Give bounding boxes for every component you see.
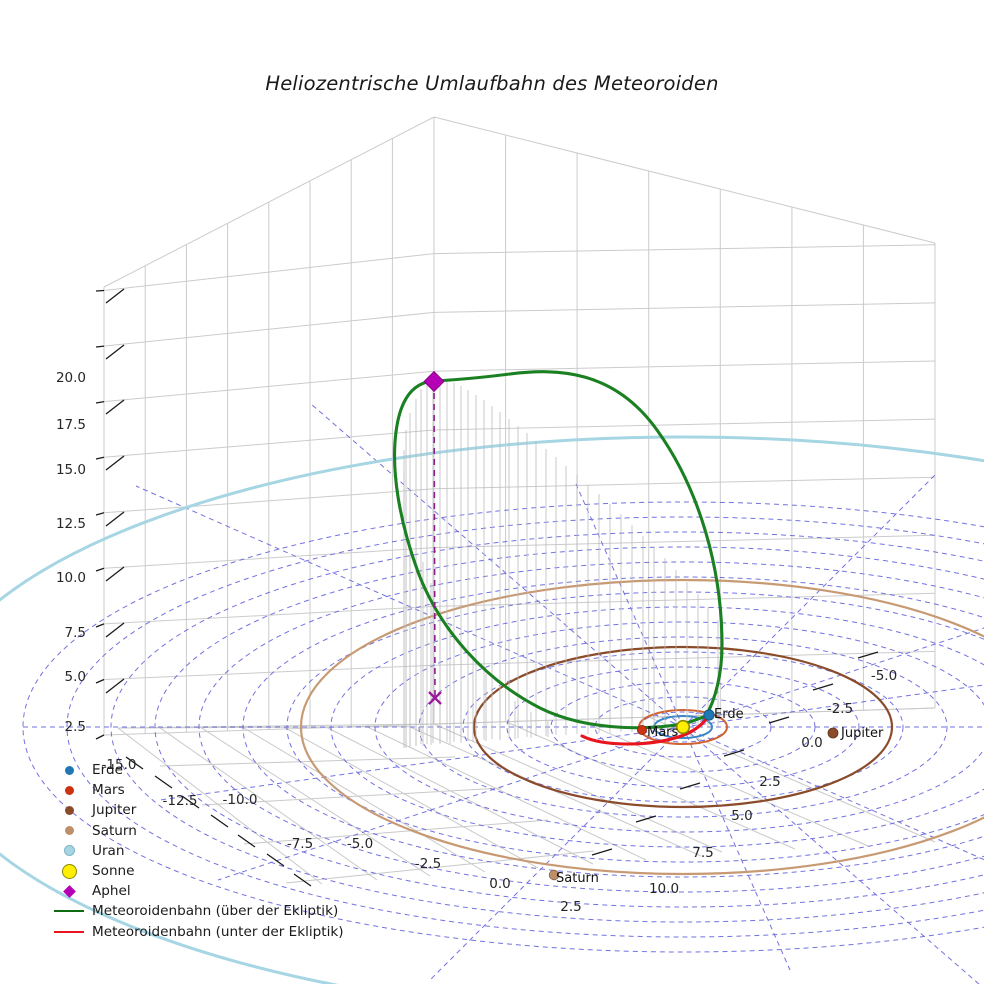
legend-item-erde[interactable]: Erde bbox=[46, 760, 376, 780]
marker-saturn bbox=[548, 869, 560, 881]
label-erde: Erde bbox=[714, 707, 744, 722]
marker-jupiter bbox=[827, 727, 839, 739]
legend-item-uran[interactable]: Uran bbox=[46, 841, 376, 861]
legend-marker-sonne bbox=[46, 863, 92, 879]
legend-label-mars: Mars bbox=[92, 782, 125, 799]
page-title: Heliozentrische Umlaufbahn des Meteoroid… bbox=[265, 72, 719, 95]
aphel-projection-x bbox=[428, 691, 442, 705]
marker-sonne bbox=[675, 719, 691, 735]
legend-item-jupiter[interactable]: Jupiter bbox=[46, 800, 376, 820]
svg-text:-10.0: -10.0 bbox=[223, 792, 258, 808]
svg-text:0.0: 0.0 bbox=[801, 735, 822, 751]
svg-text:-2.5: -2.5 bbox=[415, 856, 441, 872]
aphel-group bbox=[423, 370, 445, 705]
svg-text:-5.0: -5.0 bbox=[871, 668, 897, 684]
svg-text:7.5: 7.5 bbox=[65, 625, 86, 641]
z-tick-labels: 2.5 5.0 7.5 10.0 12.5 15.0 17.5 20.0 bbox=[56, 370, 86, 735]
svg-text:-7.5: -7.5 bbox=[287, 836, 313, 852]
legend-marker-uran bbox=[46, 845, 92, 857]
svg-text:12.5: 12.5 bbox=[56, 516, 86, 532]
legend-line-meteoroid-above bbox=[46, 910, 92, 913]
svg-text:10.0: 10.0 bbox=[649, 881, 679, 897]
svg-text:-5.0: -5.0 bbox=[347, 836, 373, 852]
legend-label-jupiter: Jupiter bbox=[92, 802, 137, 819]
svg-text:7.5: 7.5 bbox=[692, 845, 713, 861]
svg-text:20.0: 20.0 bbox=[56, 370, 86, 386]
svg-text:2.5: 2.5 bbox=[560, 899, 581, 915]
legend-item-saturn[interactable]: Saturn bbox=[46, 821, 376, 841]
legend-label-uran: Uran bbox=[92, 842, 125, 859]
legend-label-aphel: Aphel bbox=[92, 883, 131, 900]
orbit-jupiter bbox=[472, 645, 894, 809]
svg-text:2.5: 2.5 bbox=[759, 774, 780, 790]
legend-label-meteoroid-above: Meteoroidenbahn (über der Ekliptik) bbox=[92, 903, 339, 920]
axis-ticks bbox=[95, 288, 879, 887]
legend-marker-mars bbox=[46, 785, 92, 795]
meteoroid-orbit-below bbox=[580, 711, 712, 746]
legend-label-saturn: Saturn bbox=[92, 822, 137, 839]
svg-text:5.0: 5.0 bbox=[65, 669, 86, 685]
legend-line-meteoroid-below bbox=[46, 930, 92, 933]
svg-text:0.0: 0.0 bbox=[489, 876, 510, 892]
legend-label-meteoroid-below: Meteoroidenbahn (unter der Ekliptik) bbox=[92, 923, 344, 940]
y-tick-labels: -5.0 -2.5 0.0 2.5 5.0 7.5 10.0 bbox=[649, 668, 897, 897]
label-jupiter: Jupiter bbox=[840, 726, 884, 741]
legend-marker-saturn bbox=[46, 826, 92, 836]
aphel-marker bbox=[423, 370, 445, 393]
svg-text:-15.0: -15.0 bbox=[102, 757, 137, 773]
svg-text:-2.5: -2.5 bbox=[827, 701, 853, 717]
svg-text:2.5: 2.5 bbox=[65, 719, 86, 735]
marker-erde bbox=[703, 709, 715, 721]
legend-item-aphel[interactable]: Aphel bbox=[46, 881, 376, 901]
legend-label-erde: Erde bbox=[92, 762, 123, 779]
legend-marker-erde bbox=[46, 765, 92, 775]
marker-mars bbox=[637, 725, 648, 736]
svg-text:15.0: 15.0 bbox=[56, 462, 86, 478]
label-saturn: Saturn bbox=[556, 871, 599, 886]
svg-text:10.0: 10.0 bbox=[56, 570, 86, 586]
aphel-drop-line bbox=[433, 381, 436, 698]
orbit-stem-lines bbox=[403, 379, 719, 748]
legend-item-meteoroid-below[interactable]: Meteoroidenbahn (unter der Ekliptik) bbox=[46, 922, 376, 942]
legend: Erde Mars Jupiter Saturn Uran bbox=[46, 760, 376, 942]
svg-text:17.5: 17.5 bbox=[56, 417, 86, 433]
planet-orbits bbox=[0, 435, 984, 984]
svg-text:5.0: 5.0 bbox=[731, 808, 752, 824]
orbit-uranus bbox=[0, 435, 984, 984]
legend-item-sonne[interactable]: Sonne bbox=[46, 861, 376, 881]
legend-item-meteoroid-above[interactable]: Meteoroidenbahn (über der Ekliptik) bbox=[46, 901, 376, 921]
pane-grid-back bbox=[103, 116, 936, 736]
x-tick-labels: -15.0 -12.5 -10.0 -7.5 -5.0 -2.5 0.0 2.5 bbox=[102, 757, 582, 915]
legend-marker-jupiter bbox=[46, 805, 92, 815]
orbit-saturn bbox=[300, 578, 984, 876]
legend-label-sonne: Sonne bbox=[92, 863, 135, 880]
legend-item-mars[interactable]: Mars bbox=[46, 780, 376, 800]
svg-text:-12.5: -12.5 bbox=[163, 793, 198, 809]
planet-markers bbox=[548, 709, 839, 881]
label-mars: Mars bbox=[647, 725, 679, 740]
legend-marker-aphel bbox=[46, 884, 92, 898]
